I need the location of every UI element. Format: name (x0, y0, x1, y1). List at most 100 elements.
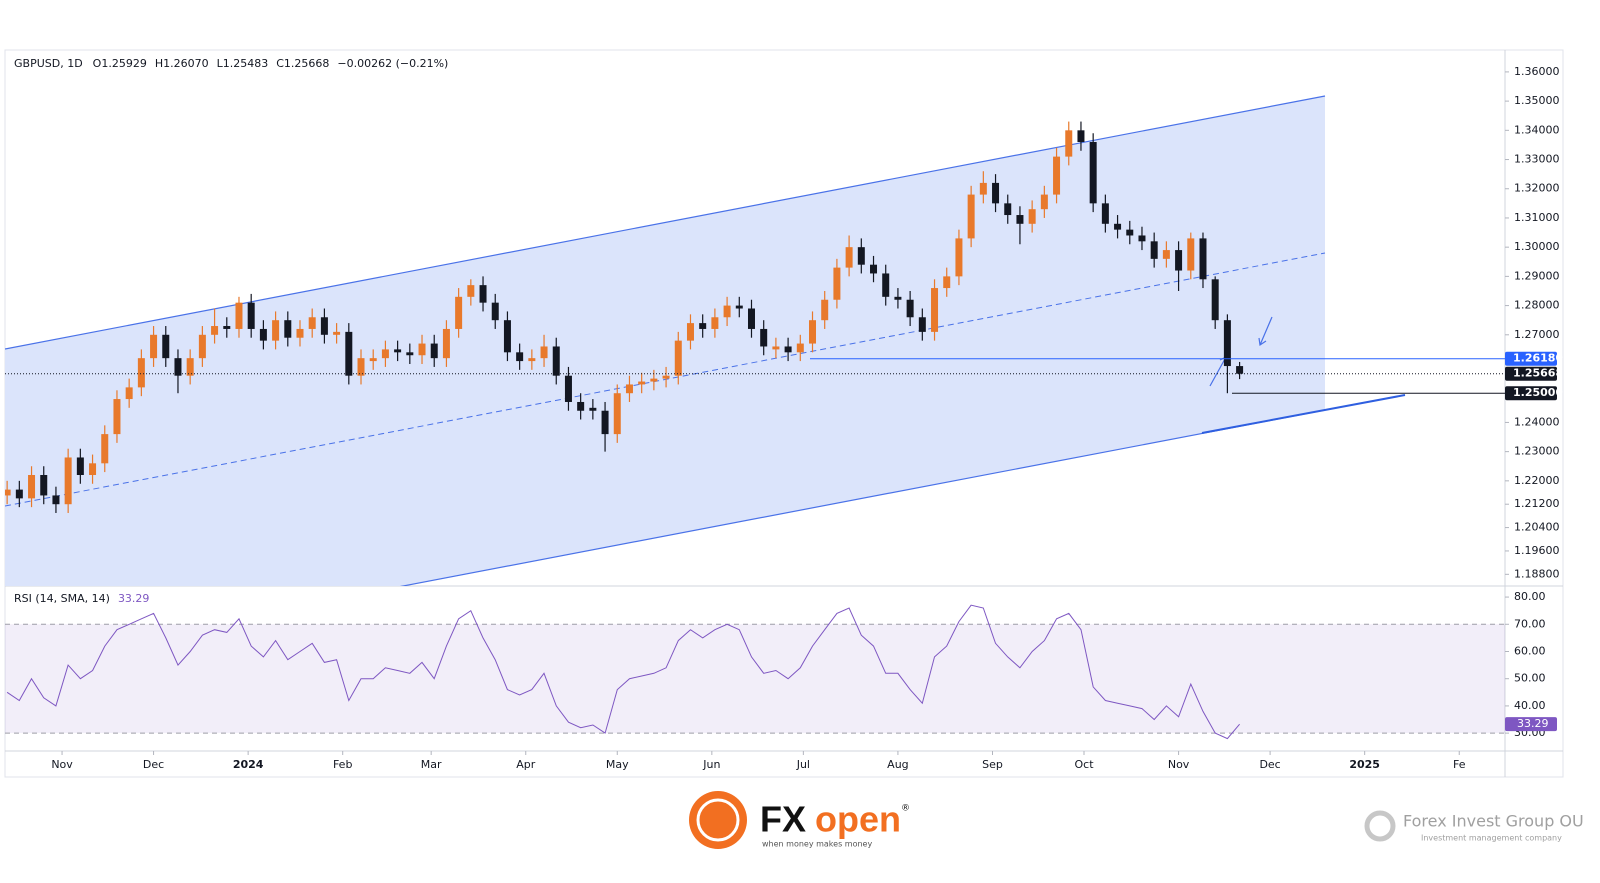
rsi-tick-label: 70.00 (1514, 617, 1546, 630)
candle-body (455, 296, 463, 329)
candle-body (1211, 279, 1219, 321)
candle-body (223, 326, 231, 329)
rsi-tick-label: 60.00 (1514, 644, 1546, 657)
candle-body (931, 288, 939, 332)
candle-body (821, 299, 829, 321)
candle-body (406, 352, 414, 356)
y-tick-label: 1.22000 (1514, 474, 1560, 487)
x-tick-label: Jul (796, 758, 810, 771)
candle-body (381, 349, 389, 359)
candle-body (1126, 229, 1134, 236)
candle-body (723, 305, 731, 318)
candle-body (699, 323, 707, 329)
candle-body (320, 317, 328, 335)
price-tag-label: 1.25000 (1513, 386, 1563, 399)
candle-body (479, 285, 487, 303)
x-tick-label: Feb (333, 758, 352, 771)
x-tick-label: Mar (421, 758, 442, 771)
candle-body (1236, 366, 1244, 374)
candle-body (992, 182, 1000, 204)
candle-body (137, 358, 145, 388)
candle-body (1053, 156, 1061, 195)
x-tick-label: Dec (1259, 758, 1280, 771)
y-tick-label: 1.24000 (1514, 415, 1560, 428)
symbol: GBPUSD, 1D (14, 57, 83, 70)
x-tick-label: Nov (51, 758, 73, 771)
header-value: C1.25668 (276, 57, 329, 70)
candle-body (272, 320, 280, 341)
candle-body (76, 457, 84, 476)
candle-body (1223, 320, 1231, 367)
candle-body (1187, 238, 1195, 271)
candle-body (211, 326, 219, 335)
y-tick-label: 1.35000 (1514, 94, 1560, 107)
candle-body (1004, 203, 1012, 216)
candle-body (64, 457, 72, 505)
candle-body (174, 358, 182, 376)
candle-body (906, 299, 914, 318)
candle-body (772, 346, 780, 350)
candle-body (1065, 130, 1073, 157)
candle-body (760, 328, 768, 347)
y-tick-label: 1.29000 (1514, 269, 1560, 282)
y-tick-label: 1.31000 (1514, 211, 1560, 224)
x-tick-label: Sep (982, 758, 1003, 771)
support-line (1201, 394, 1406, 434)
y-tick-label: 1.27000 (1514, 328, 1560, 341)
logo-fx: FX (760, 799, 806, 840)
candle-body (28, 475, 36, 499)
price-tag (1505, 386, 1557, 401)
candle-body (369, 358, 377, 362)
candle-body (1028, 209, 1036, 224)
y-tick-label: 1.32000 (1514, 182, 1560, 195)
candle-body (870, 264, 878, 274)
x-tick-label: Dec (143, 758, 164, 771)
candle-body (1138, 235, 1146, 242)
candle-body (296, 328, 304, 338)
logo-registered: ® (901, 804, 910, 814)
candle-body (711, 317, 719, 329)
x-tick-label: Oct (1074, 758, 1094, 771)
candle-body (113, 399, 121, 435)
price-tag-label: 1.26180 (1513, 352, 1563, 365)
logo-tagline: when money makes money (762, 840, 872, 849)
candle-body (943, 276, 951, 289)
channel (5, 95, 1406, 586)
logo-open: open (815, 799, 901, 840)
x-tick-label: 2024 (233, 758, 264, 771)
candle-body (918, 317, 926, 332)
candle-body (735, 305, 743, 309)
candle-body (186, 358, 194, 376)
panes (4, 49, 1564, 778)
candle-body (503, 320, 511, 353)
candle-body (1101, 203, 1109, 224)
x-tick-label: Nov (1168, 758, 1190, 771)
rsi-title: RSI (14, SMA, 14) (14, 592, 110, 605)
candle-body (1114, 223, 1122, 230)
x-tick-label: Aug (887, 758, 908, 771)
y-tick-label: 1.33000 (1514, 153, 1560, 166)
candle-body (150, 334, 158, 359)
candle-body (845, 247, 853, 268)
candle-body (552, 346, 560, 376)
header-value: H1.26070 (155, 57, 209, 70)
rsi-band (5, 624, 1505, 734)
candle-body (894, 296, 902, 300)
y-tick-label: 1.23000 (1514, 445, 1560, 458)
candle-body (467, 285, 475, 297)
y-tick-label: 1.18800 (1514, 567, 1560, 580)
price-tag (1505, 366, 1557, 381)
candle-body (747, 308, 755, 329)
candle-body (198, 334, 206, 359)
candle-body (577, 401, 585, 411)
y-tick-label: 1.34000 (1514, 123, 1560, 136)
header-value: −0.00262 (−0.21%) (337, 57, 448, 70)
candle-body (259, 328, 267, 341)
candle-body (674, 340, 682, 376)
candle-body (967, 194, 975, 239)
y-tick-label: 1.30000 (1514, 240, 1560, 253)
header-value: L1.25483 (217, 57, 269, 70)
y-tick-label: 1.19600 (1514, 544, 1560, 557)
